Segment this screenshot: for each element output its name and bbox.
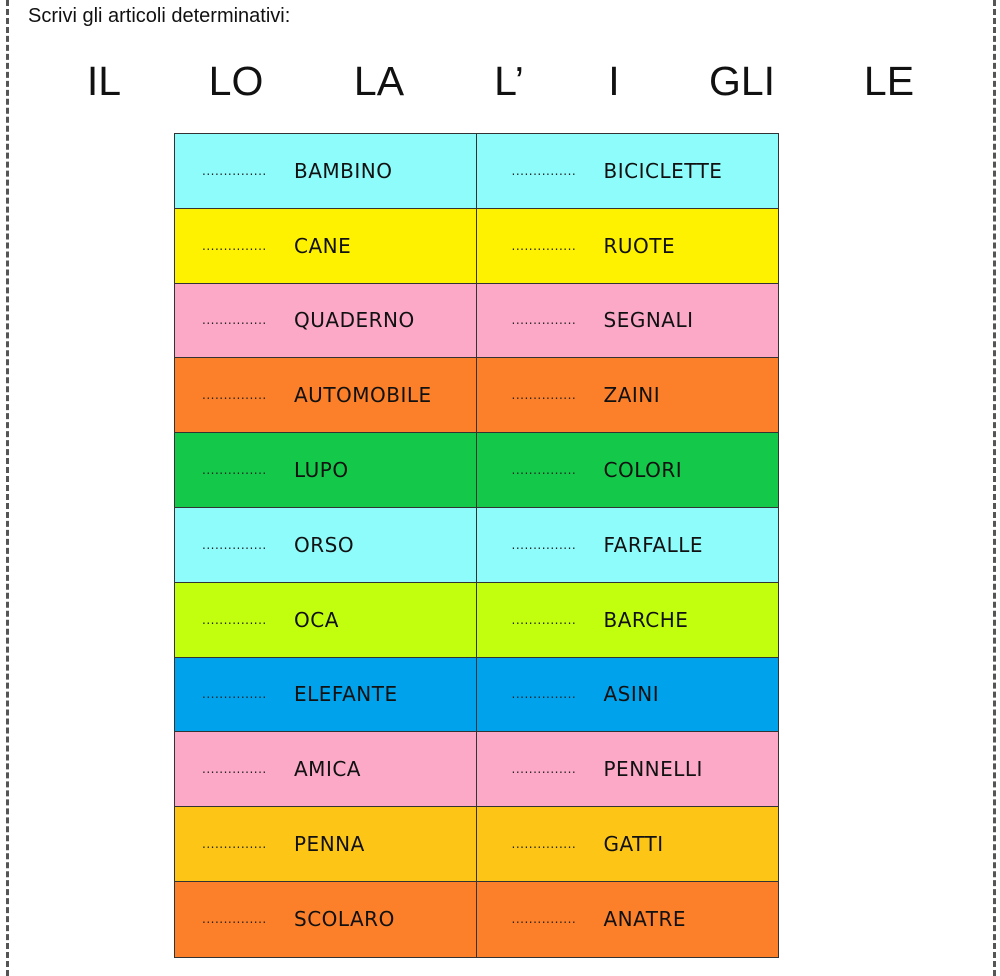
word-cell-right[interactable]: ............... PENNELLI — [477, 732, 779, 806]
article-blank[interactable]: ............... — [511, 612, 577, 627]
article-l-apostrophe: L’ — [494, 58, 524, 104]
article-il: IL — [86, 58, 122, 104]
noun-word: ELEFANTE — [294, 682, 398, 707]
article-blank[interactable]: ............... — [511, 463, 577, 478]
article-blank[interactable]: ............... — [202, 163, 267, 178]
article-blank[interactable]: ............... — [511, 762, 577, 777]
noun-word: SEGNALI — [603, 308, 694, 333]
word-cell-left[interactable]: ............... PENNA — [175, 807, 477, 881]
noun-word: CANE — [294, 233, 352, 258]
article-blank[interactable]: ............... — [511, 837, 577, 852]
noun-word: OCA — [294, 607, 339, 632]
noun-word: QUADERNO — [294, 308, 415, 333]
word-cell-left[interactable]: ............... SCOLARO — [175, 881, 477, 957]
word-cell-left[interactable]: ............... AMICA — [175, 732, 477, 807]
article-gli: GLI — [708, 58, 776, 104]
word-cell-left[interactable]: ............... CANE — [175, 208, 477, 283]
word-cell-right[interactable]: ............... ASINI — [477, 658, 779, 732]
noun-word: RUOTE — [603, 233, 676, 258]
word-cell-left[interactable]: ............... LUPO — [175, 433, 477, 507]
word-cell-left[interactable]: ............... AUTOMOBILE — [175, 358, 477, 433]
word-cell-right[interactable]: ............... RUOTE — [477, 209, 779, 283]
article-lo: LO — [208, 58, 264, 104]
article-blank[interactable]: ............... — [202, 388, 267, 403]
article-blank[interactable]: ............... — [511, 687, 577, 702]
noun-word: BAMBINO — [294, 158, 393, 183]
word-cell-left[interactable]: ............... ORSO — [175, 507, 477, 582]
noun-word: PENNELLI — [603, 757, 703, 782]
noun-word: AUTOMOBILE — [294, 383, 432, 408]
noun-word: ORSO — [294, 532, 355, 557]
article-la: LA — [353, 58, 405, 104]
table-row: ............... BAMBINO............... BIC… — [175, 134, 778, 209]
article-blank[interactable]: ............... — [202, 313, 267, 328]
instruction-text: Scrivi gli articoli determinativi: — [28, 5, 291, 27]
word-cell-right[interactable]: ............... FARFALLE — [477, 508, 779, 582]
word-cell-left[interactable]: ............... QUADERNO — [175, 283, 477, 358]
noun-word: FARFALLE — [603, 532, 704, 557]
page-border-left — [6, 0, 9, 976]
word-cell-right[interactable]: ............... ZAINI — [477, 358, 779, 432]
article-blank[interactable]: ............... — [202, 537, 267, 552]
article-blank[interactable]: ............... — [202, 837, 267, 852]
table-row: ............... ELEFANTE............... AS… — [175, 657, 779, 733]
word-cell-right[interactable]: ............... COLORI — [477, 433, 779, 507]
article-blank[interactable]: ............... — [511, 388, 577, 403]
table-row: ............... CANE............... RUOTE — [175, 208, 779, 284]
article-blank[interactable]: ............... — [202, 762, 267, 777]
article-blank[interactable]: ............... — [202, 238, 267, 253]
table-row: ............... SCOLARO............... ANA… — [175, 881, 779, 957]
article-blank[interactable]: ............... — [511, 313, 577, 328]
noun-word: ZAINI — [603, 383, 661, 408]
article-blank[interactable]: ............... — [511, 912, 577, 927]
article-blank[interactable]: ............... — [202, 463, 267, 478]
article-le: LE — [863, 58, 915, 104]
word-cell-left[interactable]: ............... BAMBINO — [175, 134, 477, 208]
noun-word: SCOLARO — [294, 907, 395, 932]
word-cell-right[interactable]: ............... SEGNALI — [477, 284, 779, 358]
table-row: ............... AUTOMOBILE...............… — [175, 358, 779, 434]
article-blank[interactable]: ............... — [202, 612, 267, 627]
page-border-right — [993, 0, 996, 976]
word-cell-left[interactable]: ............... ELEFANTE — [175, 657, 477, 732]
article-blank[interactable]: ............... — [511, 537, 577, 552]
noun-word: COLORI — [603, 458, 683, 483]
word-cell-right[interactable]: ............... GATTI — [477, 807, 779, 881]
noun-word: BICICLETTE — [603, 158, 723, 183]
article-blank[interactable]: ............... — [511, 238, 577, 253]
table-row: ............... ORSO............... FARFAL… — [175, 507, 779, 583]
table-row: ............... AMICA............... PENNE… — [175, 732, 779, 808]
table-row: ............... QUADERNO............... SE… — [175, 283, 779, 359]
noun-word: AMICA — [294, 757, 361, 782]
table-row: ............... LUPO............... COLORI — [175, 433, 778, 508]
noun-word: ASINI — [603, 682, 660, 707]
exercise-table: ............... BAMBINO............... BIC… — [174, 133, 779, 958]
article-blank[interactable]: ............... — [511, 163, 577, 178]
noun-word: ANATRE — [603, 907, 687, 932]
noun-word: LUPO — [294, 458, 349, 483]
word-cell-right[interactable]: ............... BARCHE — [477, 583, 779, 657]
noun-word: GATTI — [603, 832, 664, 857]
table-row: ............... PENNA............... GATTI — [175, 807, 778, 882]
article-i: I — [608, 58, 620, 104]
article-blank[interactable]: ............... — [202, 687, 267, 702]
word-cell-right[interactable]: ............... ANATRE — [477, 882, 779, 957]
noun-word: BARCHE — [603, 607, 689, 632]
table-row: ............... OCA............... BARCHE — [175, 582, 779, 658]
word-cell-right[interactable]: ............... BICICLETTE — [477, 134, 779, 208]
article-blank[interactable]: ............... — [202, 912, 267, 927]
noun-word: PENNA — [294, 832, 365, 857]
word-cell-left[interactable]: ............... OCA — [175, 582, 477, 657]
